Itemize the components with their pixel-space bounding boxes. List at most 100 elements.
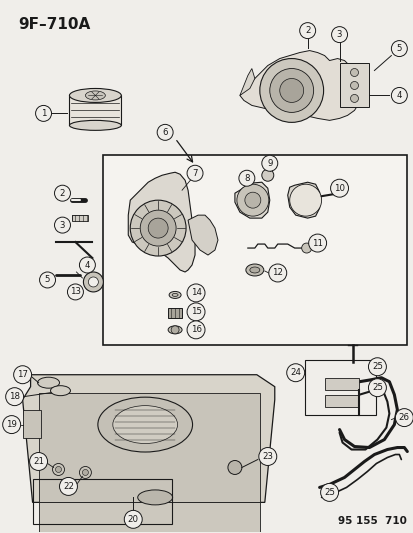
Text: 19: 19 [6,420,17,429]
Circle shape [79,466,91,479]
Text: 23: 23 [262,452,273,461]
Circle shape [82,470,88,475]
Ellipse shape [172,294,178,296]
Circle shape [6,387,24,406]
Text: 6: 6 [162,128,168,137]
Circle shape [187,321,204,339]
Bar [103,155,406,345]
Circle shape [83,272,103,292]
Circle shape [390,41,406,56]
Polygon shape [128,172,195,272]
Text: 15: 15 [190,308,201,317]
Text: 25: 25 [371,383,382,392]
Ellipse shape [97,397,192,452]
Polygon shape [287,182,319,218]
Circle shape [171,326,179,334]
Bar [38,393,259,503]
Text: 25: 25 [371,362,382,372]
Ellipse shape [245,264,263,276]
Circle shape [289,184,321,216]
Text: 8: 8 [244,174,249,183]
Circle shape [244,192,260,208]
Circle shape [36,106,51,122]
Circle shape [279,78,303,102]
Circle shape [59,478,77,495]
Circle shape [228,461,241,474]
Circle shape [299,22,315,38]
Text: 11: 11 [311,239,323,247]
Circle shape [14,366,31,384]
Ellipse shape [69,88,121,102]
Circle shape [148,218,168,238]
Polygon shape [23,375,274,503]
Text: 3: 3 [336,30,342,39]
Text: 13: 13 [70,287,81,296]
Circle shape [140,210,176,246]
Text: 9: 9 [266,159,272,168]
Text: 17: 17 [17,370,28,379]
Bar [168,308,182,318]
Text: 18: 18 [9,392,20,401]
Circle shape [350,69,358,77]
Circle shape [320,483,338,502]
Text: 16: 16 [190,325,201,334]
Circle shape [187,284,204,302]
Circle shape [29,453,47,471]
Polygon shape [239,51,361,120]
Circle shape [124,511,142,528]
Text: 10: 10 [333,184,344,193]
Circle shape [286,364,304,382]
Ellipse shape [38,377,59,388]
Ellipse shape [249,267,259,273]
Text: 2: 2 [304,26,310,35]
Circle shape [157,124,173,140]
Circle shape [308,234,326,252]
Circle shape [330,179,348,197]
Circle shape [259,59,323,123]
Text: 2: 2 [59,189,65,198]
Circle shape [52,464,64,475]
Polygon shape [72,215,88,221]
Circle shape [261,169,273,181]
Text: 12: 12 [272,269,282,278]
Ellipse shape [168,326,182,334]
Bar [324,394,358,407]
Ellipse shape [69,120,121,131]
Ellipse shape [138,490,172,505]
Circle shape [2,416,21,433]
Text: 3: 3 [59,221,65,230]
Polygon shape [239,69,254,95]
Circle shape [88,277,98,287]
Text: 1: 1 [41,109,46,118]
Circle shape [331,27,347,43]
Text: 4: 4 [84,261,90,270]
Text: 7: 7 [192,169,197,177]
Bar [23,410,40,438]
Text: 25: 25 [323,488,334,497]
Polygon shape [234,182,269,218]
Circle shape [269,69,313,112]
Circle shape [258,448,276,465]
Circle shape [67,284,83,300]
Circle shape [350,94,358,102]
Circle shape [390,87,406,103]
Circle shape [187,165,202,181]
Text: 26: 26 [398,413,409,422]
Polygon shape [188,215,217,255]
Circle shape [79,257,95,273]
Circle shape [368,358,385,376]
Circle shape [187,303,204,321]
Circle shape [55,217,70,233]
Circle shape [40,272,55,288]
Circle shape [268,264,286,282]
Ellipse shape [169,292,180,298]
Bar [33,480,172,524]
Bar [69,95,121,125]
Circle shape [236,184,268,216]
Circle shape [350,82,358,90]
Bar [304,360,375,415]
Bar [339,62,368,108]
Ellipse shape [50,386,70,395]
Circle shape [55,466,62,472]
Circle shape [394,409,412,426]
